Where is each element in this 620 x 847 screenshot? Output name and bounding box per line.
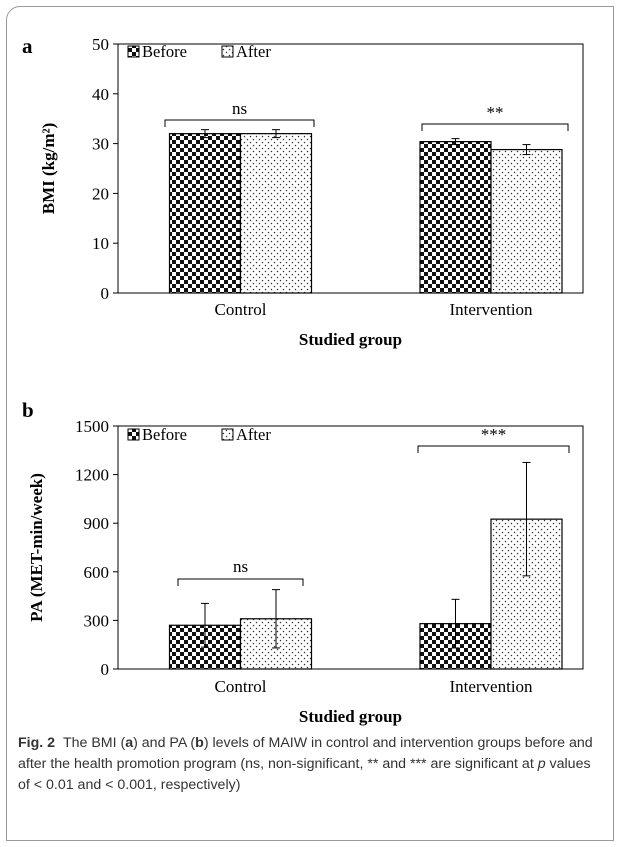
y-tick-label: 1200 xyxy=(75,466,109,485)
legend-label-after: After xyxy=(236,425,271,444)
legend-label-before: Before xyxy=(142,425,187,444)
x-tick-label-control: Control xyxy=(215,300,267,319)
caption-p-symbol: p xyxy=(537,756,546,772)
y-tick-label: 10 xyxy=(92,234,109,253)
y-tick-label: 50 xyxy=(92,35,109,54)
y-tick-label: 300 xyxy=(84,611,110,630)
legend-label-before: Before xyxy=(142,42,187,61)
significance-label: *** xyxy=(481,425,507,444)
panel-a-chart: 0 10 20 30 40 50 Control Intervention ns ** Before… xyxy=(22,34,584,349)
panel-b-chart: 0 300 600 900 1200 1500 Control Intervention ns *… xyxy=(22,398,584,726)
significance-label: ns xyxy=(232,99,247,118)
legend-swatch-before xyxy=(127,45,140,58)
significance-bracket xyxy=(417,445,570,453)
significance-bracket xyxy=(177,578,304,586)
x-tick-label-control: Control xyxy=(215,677,267,696)
figure-caption: Fig. 2 The BMI (a) and PA (b) levels of … xyxy=(18,733,603,796)
legend-swatch-before xyxy=(127,428,140,441)
caption-panel-a-ref: a xyxy=(125,735,134,751)
legend-label-after: After xyxy=(236,42,271,61)
caption-text-4: values of < 0.01 and < 0.001, respective… xyxy=(18,756,591,793)
y-tick-label: 1500 xyxy=(75,417,109,436)
plot-frame xyxy=(117,43,584,294)
x-axis-label: Studied group xyxy=(299,330,402,349)
significance-bracket xyxy=(421,123,569,131)
caption-text-1: The BMI ( xyxy=(62,735,126,751)
y-tick-label: 40 xyxy=(92,85,109,104)
significance-label: ns xyxy=(233,557,248,576)
bar-after-control xyxy=(239,133,313,294)
significance-label: ** xyxy=(487,103,504,122)
x-axis-label: Studied group xyxy=(299,707,402,726)
bar-before-control xyxy=(168,133,242,294)
caption-panel-b-ref: b xyxy=(195,735,204,751)
caption-text-3: ) levels of MAIW in control and interven… xyxy=(18,735,593,772)
bar-before-intervention xyxy=(419,141,492,294)
caption-fig-label: Fig. 2 xyxy=(18,735,56,751)
y-axis-label: PA (MET-min/week) xyxy=(27,473,46,622)
significance-bracket xyxy=(164,119,315,127)
y-axis-label: BMI (kg/m²) xyxy=(39,123,58,215)
x-tick-label-intervention: Intervention xyxy=(449,300,533,319)
y-tick-label: 0 xyxy=(101,660,110,679)
bar-after-intervention xyxy=(490,148,563,294)
legend-swatch-after xyxy=(221,45,234,58)
y-tick-label: 20 xyxy=(92,184,109,203)
panel-letter: a xyxy=(22,34,33,58)
caption-text-2: ) and PA ( xyxy=(133,735,196,751)
x-tick-label-intervention: Intervention xyxy=(449,677,533,696)
y-tick-label: 600 xyxy=(84,563,110,582)
figure-frame xyxy=(6,6,614,841)
y-tick-label: 900 xyxy=(84,514,110,533)
plot-frame xyxy=(117,425,584,670)
panel-letter: b xyxy=(22,398,34,422)
y-tick-label: 30 xyxy=(92,135,109,154)
y-tick-label: 0 xyxy=(101,284,110,303)
legend-swatch-after xyxy=(221,428,234,441)
